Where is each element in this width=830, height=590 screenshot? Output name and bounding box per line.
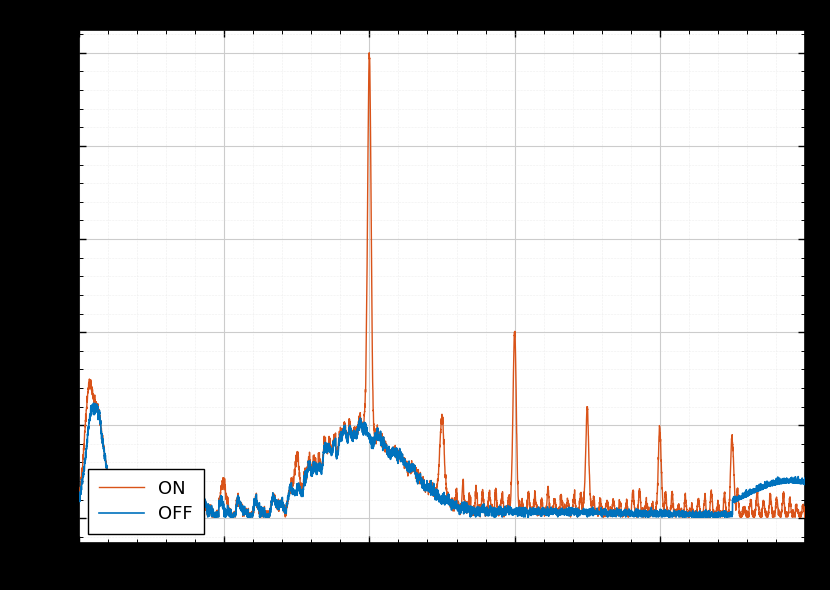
OFF	[652, 510, 662, 517]
ON	[111, 494, 121, 501]
ON	[800, 513, 810, 520]
ON	[504, 499, 514, 506]
ON	[652, 499, 662, 506]
ON	[535, 504, 545, 511]
OFF	[111, 494, 121, 501]
OFF	[118, 513, 128, 520]
ON	[364, 49, 374, 56]
OFF	[89, 399, 99, 407]
Line: OFF: OFF	[80, 403, 805, 517]
OFF	[338, 431, 348, 438]
ON	[613, 508, 622, 515]
OFF	[504, 511, 514, 518]
ON	[116, 513, 126, 520]
ON	[337, 429, 347, 436]
OFF	[75, 493, 85, 500]
ON	[75, 489, 85, 496]
OFF	[800, 474, 810, 481]
Legend: ON, OFF: ON, OFF	[88, 469, 203, 534]
Line: ON: ON	[80, 53, 805, 517]
OFF	[613, 508, 622, 515]
OFF	[535, 509, 545, 516]
